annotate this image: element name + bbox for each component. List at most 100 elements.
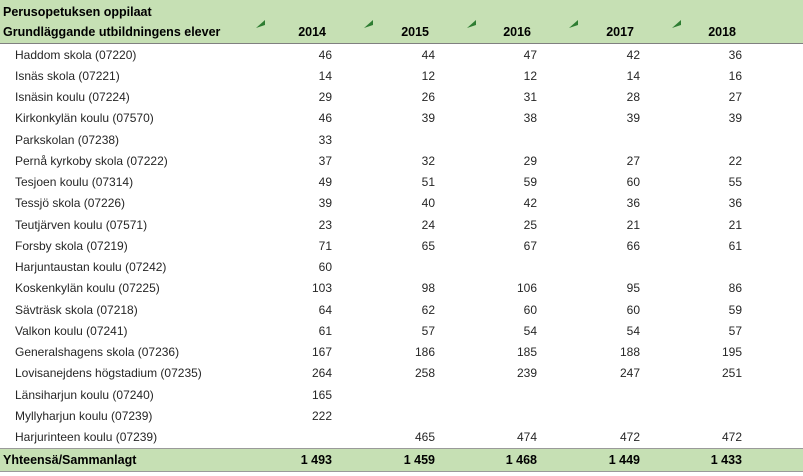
cell-value[interactable]: 27: [626, 153, 640, 168]
cell-value[interactable]: 65: [421, 238, 435, 253]
cell-value[interactable]: 239: [516, 366, 537, 381]
cell-value[interactable]: 42: [523, 196, 537, 211]
cell-school-name[interactable]: Harjurinteen koulu (07239): [15, 430, 158, 445]
table-title-finnish[interactable]: Perusopetuksen oppilaat: [3, 5, 152, 19]
cell-school-name[interactable]: Haddom skola (07220): [15, 47, 137, 62]
cell-value[interactable]: 39: [626, 111, 640, 126]
cell-value[interactable]: 54: [626, 323, 640, 338]
cell-value[interactable]: 51: [421, 175, 435, 190]
cell-school-name[interactable]: Länsiharjun koulu (07240): [15, 387, 154, 402]
column-header-school[interactable]: Grundläggande utbildningens elever: [3, 25, 221, 39]
cell-value[interactable]: 38: [523, 111, 537, 126]
cell-value[interactable]: 55: [728, 175, 742, 190]
cell-value[interactable]: 71: [318, 238, 332, 253]
cell-school-name[interactable]: Isnäsin koulu (07224): [15, 90, 130, 105]
total-value[interactable]: 1 449: [608, 452, 640, 467]
cell-value[interactable]: 165: [311, 387, 332, 402]
cell-value[interactable]: 39: [728, 111, 742, 126]
cell-value[interactable]: 46: [318, 111, 332, 126]
column-header-year[interactable]: 2014: [253, 19, 361, 43]
cell-value[interactable]: 185: [516, 345, 537, 360]
column-header-year[interactable]: 2017: [566, 19, 669, 43]
cell-value[interactable]: 39: [318, 196, 332, 211]
cell-value[interactable]: 472: [619, 430, 640, 445]
cell-value[interactable]: 40: [421, 196, 435, 211]
cell-value[interactable]: 103: [311, 281, 332, 296]
cell-value[interactable]: 95: [626, 281, 640, 296]
cell-value[interactable]: 258: [414, 366, 435, 381]
cell-value[interactable]: 26: [421, 90, 435, 105]
cell-value[interactable]: 264: [311, 366, 332, 381]
cell-value[interactable]: 474: [516, 430, 537, 445]
cell-value[interactable]: 28: [626, 90, 640, 105]
total-value[interactable]: 1 459: [403, 452, 435, 467]
cell-value[interactable]: 167: [311, 345, 332, 360]
cell-value[interactable]: 59: [728, 302, 742, 317]
cell-value[interactable]: 12: [421, 68, 435, 83]
cell-value[interactable]: 21: [626, 217, 640, 232]
cell-school-name[interactable]: Parkskolan (07238): [15, 132, 120, 147]
cell-value[interactable]: 14: [626, 68, 640, 83]
cell-value[interactable]: 60: [626, 175, 640, 190]
cell-value[interactable]: 33: [318, 132, 332, 147]
cell-value[interactable]: 66: [626, 238, 640, 253]
cell-value[interactable]: 60: [523, 302, 537, 317]
cell-value[interactable]: 465: [414, 430, 435, 445]
cell-value[interactable]: 25: [523, 217, 537, 232]
cell-value[interactable]: 57: [728, 323, 742, 338]
cell-value[interactable]: 44: [421, 47, 435, 62]
total-row-label[interactable]: Yhteensä/Sammanlagt: [3, 452, 137, 467]
cell-value[interactable]: 29: [318, 90, 332, 105]
cell-school-name[interactable]: Tessjö skola (07226): [15, 196, 126, 211]
column-header-year[interactable]: 2015: [361, 19, 464, 43]
cell-school-name[interactable]: Lovisanejdens högstadium (07235): [15, 366, 202, 381]
total-value[interactable]: 1 468: [505, 452, 537, 467]
cell-value[interactable]: 47: [523, 47, 537, 62]
cell-value[interactable]: 222: [311, 408, 332, 423]
cell-value[interactable]: 98: [421, 281, 435, 296]
cell-school-name[interactable]: Myllyharjun koulu (07239): [15, 408, 153, 423]
cell-value[interactable]: 247: [619, 366, 640, 381]
cell-value[interactable]: 21: [728, 217, 742, 232]
cell-value[interactable]: 188: [619, 345, 640, 360]
cell-value[interactable]: 64: [318, 302, 332, 317]
cell-value[interactable]: 31: [523, 90, 537, 105]
cell-value[interactable]: 36: [728, 196, 742, 211]
total-value[interactable]: 1 493: [300, 452, 332, 467]
cell-value[interactable]: 57: [421, 323, 435, 338]
cell-value[interactable]: 59: [523, 175, 537, 190]
cell-value[interactable]: 12: [523, 68, 537, 83]
cell-school-name[interactable]: Tesjoen koulu (07314): [15, 175, 134, 190]
cell-school-name[interactable]: Sävträsk skola (07218): [15, 302, 138, 317]
cell-school-name[interactable]: Generalshagens skola (07236): [15, 345, 180, 360]
cell-value[interactable]: 61: [728, 238, 742, 253]
cell-value[interactable]: 186: [414, 345, 435, 360]
cell-value[interactable]: 61: [318, 323, 332, 338]
cell-value[interactable]: 29: [523, 153, 537, 168]
cell-school-name[interactable]: Harjuntaustan koulu (07242): [15, 260, 167, 275]
cell-value[interactable]: 14: [318, 68, 332, 83]
cell-value[interactable]: 16: [728, 68, 742, 83]
cell-school-name[interactable]: Isnäs skola (07221): [15, 68, 120, 83]
total-value[interactable]: 1 433: [710, 452, 742, 467]
cell-value[interactable]: 106: [516, 281, 537, 296]
cell-value[interactable]: 32: [421, 153, 435, 168]
cell-value[interactable]: 54: [523, 323, 537, 338]
column-header-year[interactable]: 2016: [464, 19, 566, 43]
cell-value[interactable]: 37: [318, 153, 332, 168]
cell-value[interactable]: 46: [318, 47, 332, 62]
cell-value[interactable]: 86: [728, 281, 742, 296]
cell-value[interactable]: 36: [728, 47, 742, 62]
cell-school-name[interactable]: Forsby skola (07219): [15, 238, 128, 253]
cell-school-name[interactable]: Pernå kyrkoby skola (07222): [15, 153, 168, 168]
column-header-year[interactable]: 2018: [669, 19, 771, 43]
cell-value[interactable]: 67: [523, 238, 537, 253]
cell-value[interactable]: 60: [626, 302, 640, 317]
cell-value[interactable]: 60: [318, 260, 332, 275]
cell-value[interactable]: 27: [728, 90, 742, 105]
cell-school-name[interactable]: Koskenkylän koulu (07225): [15, 281, 160, 296]
cell-value[interactable]: 42: [626, 47, 640, 62]
cell-value[interactable]: 62: [421, 302, 435, 317]
cell-value[interactable]: 24: [421, 217, 435, 232]
cell-school-name[interactable]: Valkon koulu (07241): [15, 323, 128, 338]
